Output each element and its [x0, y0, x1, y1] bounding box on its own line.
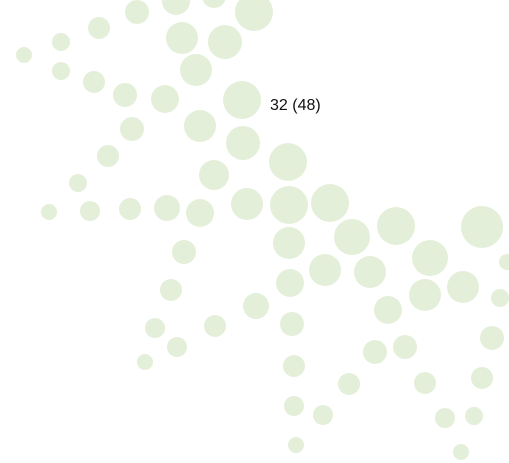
page: 32 (48) (() => { const data = JSON.parse… — [0, 0, 509, 463]
dot-pattern: 32 (48) — [0, 0, 509, 463]
count-label: 32 (48) — [270, 97, 321, 114]
dots — [16, 0, 509, 460]
